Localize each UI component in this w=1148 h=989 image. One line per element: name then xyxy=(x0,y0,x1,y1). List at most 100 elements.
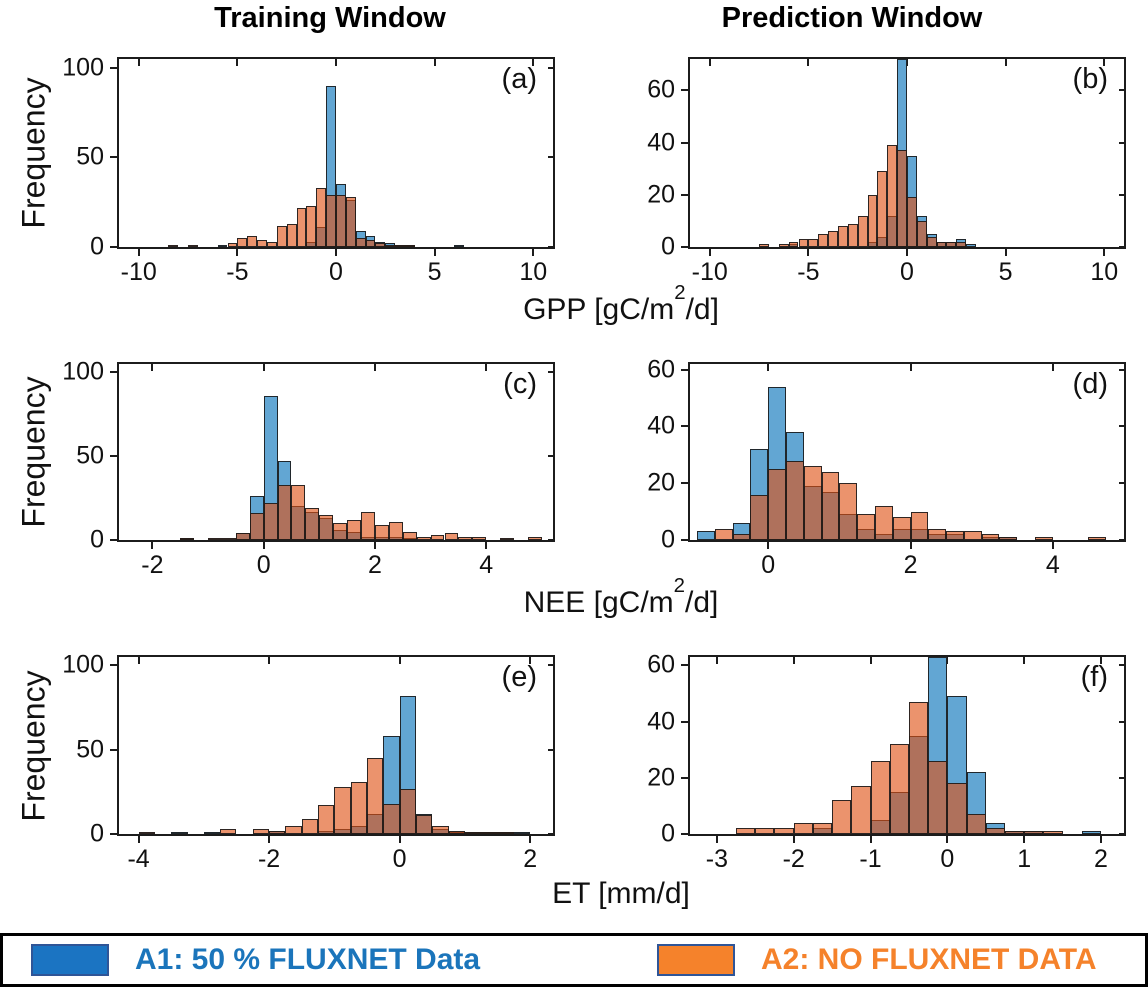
histogram-bar-a2 xyxy=(946,531,964,540)
x-tick-label: -10 xyxy=(691,258,728,286)
x-tick-label: -2 xyxy=(782,845,805,873)
histogram-bar-a2 xyxy=(277,484,292,540)
histogram-bar-a2 xyxy=(402,531,417,540)
y-tick-label: 0 xyxy=(661,819,675,848)
histogram-bar-a2 xyxy=(385,245,396,247)
histogram-bar-a2 xyxy=(999,537,1018,540)
x-tick-mark xyxy=(268,836,271,843)
histogram-bar-a2 xyxy=(464,832,482,834)
y-tick-mark-right xyxy=(548,246,555,248)
histogram-bar-a2 xyxy=(798,239,809,247)
histogram-bar-a2 xyxy=(252,828,270,834)
histogram-bar-a2 xyxy=(345,196,356,247)
y-tick-mark-right xyxy=(1119,193,1126,196)
histogram-bar-a2 xyxy=(458,536,473,540)
histogram-bar-a1 xyxy=(454,245,465,247)
x-tick-label: 1 xyxy=(1017,845,1032,873)
histogram-bar-a2 xyxy=(472,536,487,540)
x-tick-label: 5 xyxy=(998,258,1013,286)
histogram-bar-a2 xyxy=(892,517,911,540)
x-tick-mark-top xyxy=(529,657,532,664)
x-axis-caption-nee: NEE [gC/m2/d] xyxy=(117,575,1125,620)
histogram-bar-a2 xyxy=(395,245,406,247)
y-tick-label: 20 xyxy=(647,468,675,497)
y-tick-mark xyxy=(110,156,117,159)
y-tick-mark-right xyxy=(1119,368,1126,371)
histogram-bar-a2 xyxy=(788,241,799,247)
y-tick-label: 50 xyxy=(76,142,104,171)
plot-area: (b) xyxy=(688,57,1126,249)
caption-superscript: 2 xyxy=(674,281,686,304)
histogram-bar-a2 xyxy=(1088,537,1107,540)
x-tick-mark xyxy=(137,249,140,256)
histogram-bar-a2 xyxy=(956,241,967,247)
histogram-bar-a2 xyxy=(839,483,858,540)
histogram-bar-a2 xyxy=(227,243,238,247)
y-tick-mark-right xyxy=(1119,720,1126,723)
panel-letter: (d) xyxy=(1072,368,1108,400)
histogram-bar-a2 xyxy=(736,828,756,834)
histogram-bar-a2 xyxy=(832,800,852,834)
y-tick-mark-right xyxy=(548,371,555,374)
x-tick-mark-top xyxy=(137,657,140,664)
x-tick-mark xyxy=(767,542,770,549)
x-tick-mark-top xyxy=(151,364,154,371)
y-tick-mark-right xyxy=(1119,833,1126,835)
histogram-bar-a2 xyxy=(837,226,848,247)
panel-nee-prediction: (d) 0 2 4 0 20 40 60 xyxy=(647,355,1126,579)
histogram-bar-a2 xyxy=(966,814,986,834)
histogram-bar-a2 xyxy=(928,760,948,834)
histogram-bar-a1 xyxy=(513,832,531,834)
histogram-bar-a2 xyxy=(916,220,927,247)
histogram-bar-a2 xyxy=(755,828,775,834)
x-tick-label: -3 xyxy=(705,845,728,873)
histogram-bar-a2 xyxy=(249,513,264,540)
histogram-bar-a2 xyxy=(985,828,1005,834)
x-tick-mark xyxy=(398,836,401,843)
y-tick-mark-right xyxy=(1119,539,1126,541)
y-tick-mark xyxy=(110,371,117,374)
histogram-bar-a2 xyxy=(714,528,733,540)
x-tick-mark xyxy=(433,249,436,256)
caption-text: NEE [gC/m xyxy=(523,586,674,619)
y-tick-mark-right xyxy=(548,833,555,835)
x-tick-mark-top xyxy=(485,364,488,371)
y-tick-mark xyxy=(681,539,688,541)
histogram-bar-a2 xyxy=(481,832,498,834)
x-tick-mark-top xyxy=(906,59,908,66)
x-tick-mark-top xyxy=(767,364,770,371)
x-tick-mark xyxy=(909,542,912,549)
caption-text: GPP [gC/m xyxy=(523,293,675,326)
y-tick-label: 100 xyxy=(62,650,104,679)
histogram-bar-a2 xyxy=(220,828,237,834)
histogram-bar-a2 xyxy=(759,244,769,247)
histogram-bar-a2 xyxy=(821,471,840,540)
histogram-bar-a2 xyxy=(208,538,222,540)
y-tick-mark-right xyxy=(1119,246,1126,248)
y-tick-mark xyxy=(681,141,688,144)
y-tick-mark xyxy=(681,368,688,371)
plot-area: (a) xyxy=(117,57,555,249)
histogram-bar-a2 xyxy=(897,150,907,247)
histogram-bar-a2 xyxy=(793,822,813,834)
caption-text: /d] xyxy=(685,586,719,619)
caption-text: ET [mm/d] xyxy=(552,877,690,910)
y-tick-mark-right xyxy=(1119,776,1126,779)
histogram-bar-a1 xyxy=(203,832,221,834)
y-tick-mark xyxy=(681,425,688,428)
legend-swatch-a2 xyxy=(657,944,735,976)
histogram-bar-a2 xyxy=(291,484,306,540)
histogram-bar-a2 xyxy=(188,245,198,247)
y-tick-mark-right xyxy=(548,66,555,69)
histogram-bar-a2 xyxy=(374,524,389,540)
y-tick-mark xyxy=(681,664,688,667)
plot-area: (e) xyxy=(117,655,555,836)
plot-area: (d) xyxy=(688,362,1126,542)
caption-superscript: 2 xyxy=(673,574,685,597)
y-tick-mark xyxy=(681,720,688,723)
y-tick-label: 40 xyxy=(647,411,675,440)
histogram-bar-a2 xyxy=(333,523,348,540)
histogram-bar-a2 xyxy=(285,825,302,834)
y-tick-mark xyxy=(110,833,117,835)
x-tick-mark-top xyxy=(1023,657,1026,664)
